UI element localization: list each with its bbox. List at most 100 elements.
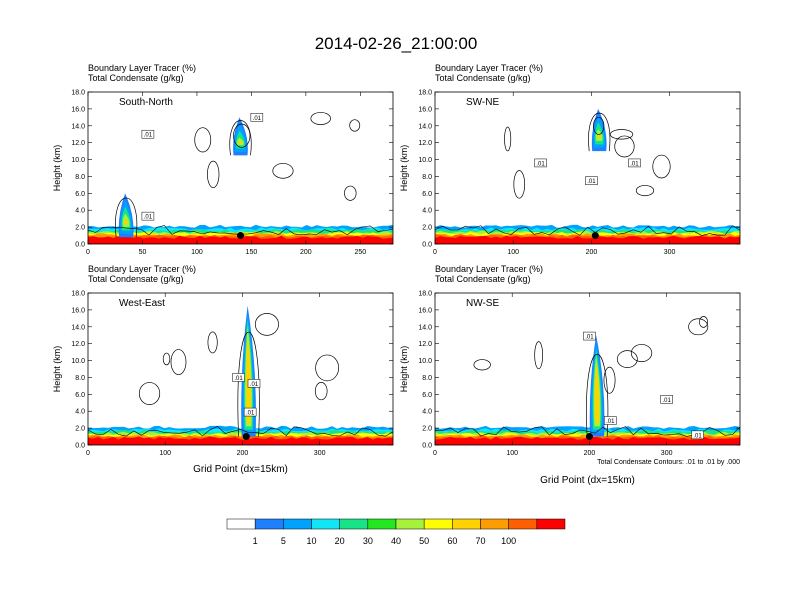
plume-shading (122, 213, 130, 228)
colorbar-swatch (311, 518, 340, 530)
plume-shading (594, 362, 600, 424)
panel-header-tracer: Boundary Layer Tracer (%) (435, 63, 543, 73)
y-tick-label: 16.0 (418, 307, 432, 314)
y-tick-label: 6.0 (75, 191, 85, 198)
contour-label: .01 (141, 211, 155, 221)
location-marker (237, 232, 244, 240)
condensate-contour (513, 170, 526, 199)
x-tick-label: 100 (507, 249, 519, 256)
condensate-contour (688, 318, 709, 336)
y-tick-label: 10.0 (418, 358, 432, 365)
contour-note: Total Condensate Contours: .01 to .01 by… (597, 459, 740, 466)
y-tick-label: 2.0 (75, 426, 85, 433)
y-tick-label: 14.0 (71, 324, 85, 331)
contour-label-text: .01 (246, 411, 255, 417)
panel-header-condensate: Total Condensate (g/kg) (435, 73, 531, 83)
panel-header-tracer: Boundary Layer Tracer (%) (435, 264, 543, 274)
x-tick-label: 200 (586, 249, 598, 256)
y-tick-label: 6.0 (422, 392, 432, 399)
x-tick-label: 100 (191, 249, 203, 256)
panel-header-condensate: Total Condensate (g/kg) (88, 73, 184, 83)
x-tick-label: 150 (246, 249, 258, 256)
bl-tracer-band (88, 235, 393, 244)
colorbar-swatch (480, 518, 509, 530)
x-tick-label: 200 (237, 450, 249, 457)
panel-name-text: West-East (119, 298, 165, 309)
x-axis-label: Grid Point (dx=15km) (540, 475, 635, 486)
colorbar-swatch (452, 518, 481, 530)
panel-nw-se: Boundary Layer Tracer (%) Total Condensat… (399, 264, 741, 486)
y-tick-label: 12.0 (71, 341, 85, 348)
condensate-contour (630, 344, 653, 363)
y-tick-label: 12.0 (71, 140, 85, 147)
y-tick-label: 16.0 (71, 307, 85, 314)
y-axis-label: Height (km) (399, 145, 409, 192)
y-tick-label: 18.0 (71, 291, 85, 298)
y-tick-label: 4.0 (75, 409, 85, 416)
condensate-contour (207, 160, 220, 188)
y-tick-label: 8.0 (75, 375, 85, 382)
plume-contour (115, 197, 138, 238)
contour-label-text: .01 (234, 376, 243, 382)
colorbar-label: 70 (475, 536, 485, 546)
condensate-contour (473, 359, 491, 371)
y-axis-label: Height (km) (52, 145, 62, 192)
plume-shading (123, 220, 129, 224)
contour-label: .01 (232, 373, 245, 382)
condensate-contour (344, 185, 357, 201)
y-tick-label: 16.0 (418, 106, 432, 113)
condensate-contour (635, 185, 655, 197)
y-tick-label: 0.0 (422, 443, 432, 450)
colorbar-swatch (283, 518, 312, 530)
panel-plot-area: .01 .01 .01 (435, 108, 740, 244)
y-axis-label: Height (km) (52, 346, 62, 393)
contour-label: .01 (660, 395, 673, 404)
y-tick-label: 18.0 (418, 90, 432, 97)
y-tick-label: 8.0 (422, 174, 432, 181)
contour-label: .01 (583, 331, 596, 341)
panel-name-text: South-North (119, 97, 173, 108)
contour-label: .01 (585, 176, 598, 185)
y-tick-label: 0.0 (422, 242, 432, 249)
location-marker (591, 232, 599, 240)
low-level-contour (435, 426, 740, 437)
y-tick-label: 2.0 (422, 426, 432, 433)
panel-name-text: NW-SE (466, 298, 499, 309)
panel-frame (87, 292, 394, 446)
colorbar-label: 10 (306, 536, 316, 546)
contour-label: .01 (243, 407, 257, 417)
colorbar-label: 5 (281, 536, 286, 546)
contour-label-text: .01 (587, 179, 596, 185)
panel-header-condensate: Total Condensate (g/kg) (88, 274, 184, 284)
bl-tracer-band (435, 235, 740, 244)
colorbar-swatch (367, 518, 397, 530)
plume-contour (237, 331, 260, 437)
contour-label: .01 (247, 379, 261, 388)
y-tick-label: 10.0 (418, 157, 432, 164)
colorbar-swatch (536, 518, 566, 530)
contour-label: .01 (604, 416, 617, 425)
x-tick-label: 100 (159, 450, 171, 457)
colorbar-label: 30 (363, 536, 373, 546)
x-tick-label: 0 (86, 249, 90, 256)
x-tick-label: 50 (139, 249, 147, 256)
condensate-contour (207, 331, 218, 354)
condensate-contour (699, 316, 709, 328)
plume-shading (238, 141, 243, 145)
x-tick-label: 300 (661, 450, 673, 457)
condensate-contour (593, 116, 605, 135)
contour-label-text: .01 (144, 215, 153, 221)
y-tick-label: 10.0 (71, 358, 85, 365)
contour-label: .01 (141, 129, 155, 139)
x-tick-label: 200 (584, 450, 596, 457)
panel-sw-ne: Boundary Layer Tracer (%)Total Condensat… (399, 63, 741, 256)
contour-label: .01 (628, 158, 641, 167)
condensate-contour (349, 119, 361, 132)
condensate-contour (652, 154, 671, 179)
panel-name-text: SW-NE (466, 97, 499, 108)
plume-contour (588, 112, 611, 152)
x-tick-label: 200 (300, 249, 312, 256)
y-tick-label: 18.0 (418, 291, 432, 298)
y-axis-label: Height (km) (399, 346, 409, 393)
figure-title: 2014-02-26_21:00:00 (315, 34, 478, 53)
